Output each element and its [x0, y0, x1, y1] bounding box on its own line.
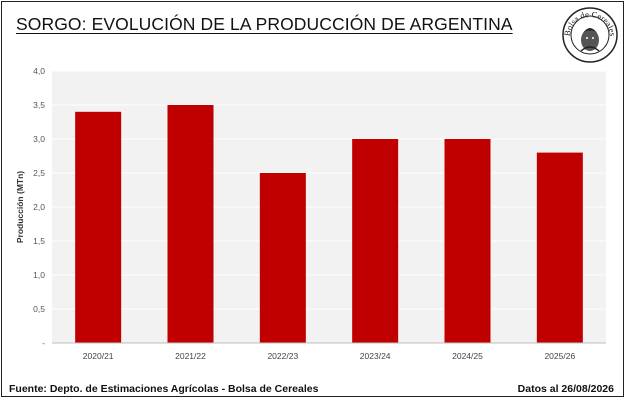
y-tick-label: 2,5 [33, 168, 45, 178]
footer-date: Datos al 26/08/2026 [517, 383, 614, 395]
gridlines [52, 70, 606, 310]
bars [75, 105, 583, 343]
y-tick-label: - [42, 338, 45, 348]
y-tick-label: 4,0 [33, 66, 45, 76]
bar-2021-22 [167, 105, 214, 343]
x-tick-label: 2023/24 [360, 351, 391, 361]
y-axis-label: Producción (MTn) [15, 171, 25, 243]
chart-title: SORGO: EVOLUCIÓN DE LA PRODUCCIÓN DE ARG… [16, 14, 513, 34]
y-tick-label: 0,5 [33, 304, 45, 314]
x-tick-label: 2021/22 [175, 351, 206, 361]
y-tick-label: 1,5 [33, 236, 45, 246]
bar-2020-21 [75, 111, 122, 343]
bar-2025-26 [536, 152, 583, 343]
y-tick-label: 1,0 [33, 270, 45, 280]
x-tick-label: 2024/25 [452, 351, 483, 361]
y-tick-label: 3,5 [33, 100, 45, 110]
bar-2024-25 [444, 139, 491, 343]
bar-2022-23 [259, 173, 306, 343]
x-axis-ticks: 2020/21 2021/22 2022/23 2023/24 2024/25 2025/… [52, 342, 606, 361]
footer-source: Fuente: Depto. de Estimaciones Agrícolas… [9, 383, 319, 395]
y-axis-ticks: - 0,5 1,0 1,5 2,0 2,5 3,0 3,5 4,0 [33, 66, 45, 348]
y-tick-label: 3,0 [33, 134, 45, 144]
bar-2023-24 [352, 139, 399, 343]
x-tick-label: 2020/21 [83, 351, 114, 361]
x-tick-label: 2025/26 [544, 351, 575, 361]
y-tick-label: 2,0 [33, 202, 45, 212]
x-tick-label: 2022/23 [267, 351, 298, 361]
bolsa-de-cereales-logo: Bolsa de Cereales [562, 7, 618, 63]
